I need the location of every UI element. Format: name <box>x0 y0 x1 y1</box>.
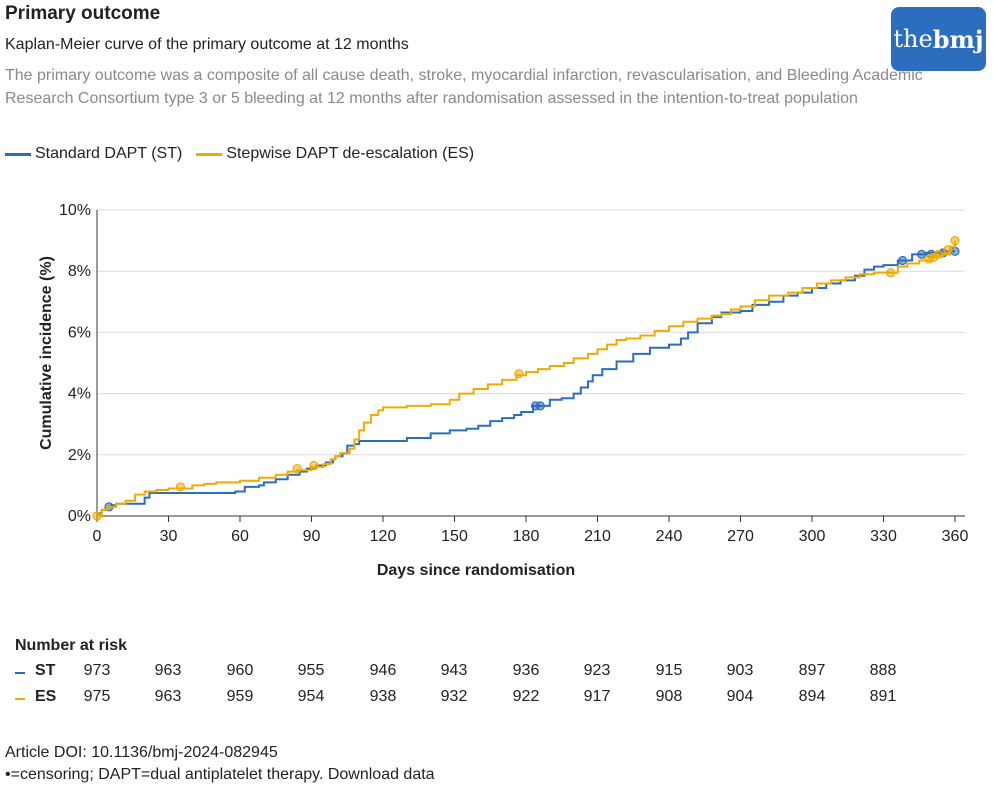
y-tick-label: 4% <box>68 386 91 403</box>
legend-swatch-es <box>196 152 223 156</box>
legend-label-st: Standard DAPT (ST) <box>35 145 183 162</box>
legend: Standard DAPT (ST) Stepwise DAPT de-esca… <box>5 145 488 163</box>
logo-text-bmj: bmj <box>932 24 984 54</box>
risk-cell: 903 <box>726 662 754 679</box>
risk-cell: 959 <box>226 688 254 705</box>
censor-marker-es <box>950 235 960 246</box>
risk-cell: 891 <box>869 688 897 705</box>
risk-cell: 963 <box>154 662 182 679</box>
risk-cell: 975 <box>83 688 111 705</box>
legend-item-es: Stepwise DAPT de-escalation (ES) <box>196 145 474 163</box>
risk-cell: 960 <box>226 662 254 679</box>
y-tick-label: 0% <box>68 508 91 525</box>
legend-swatch-st <box>5 152 31 156</box>
y-axis-title: Cumulative incidence (%) <box>38 256 55 450</box>
risk-cell: 915 <box>655 662 683 679</box>
risk-cell: 917 <box>583 688 611 705</box>
risk-cell: 946 <box>369 662 397 679</box>
x-axis-title: Days since randomisation <box>377 562 575 579</box>
legend-label-es: Stepwise DAPT de-escalation (ES) <box>226 145 475 162</box>
y-tick-label: 2% <box>68 447 91 464</box>
risk-cell: 932 <box>440 688 468 705</box>
risk-table-title: Number at risk <box>15 637 128 654</box>
x-tick-label: 240 <box>656 528 683 545</box>
series-line-es <box>97 240 956 517</box>
bmj-logo[interactable]: the bmj <box>891 7 986 71</box>
article-doi[interactable]: Article DOI: 10.1136/bmj-2024-082945 <box>5 744 278 761</box>
x-tick-label: 270 <box>727 528 754 545</box>
censor-marker-es <box>92 511 102 521</box>
chart-title: Primary outcome <box>5 3 161 24</box>
legend-item-st: Standard DAPT (ST) <box>5 145 182 163</box>
risk-cell: 904 <box>726 688 754 705</box>
risk-cell: 955 <box>297 662 325 679</box>
censor-marker-st <box>535 401 545 411</box>
risk-cell: 963 <box>154 688 182 705</box>
risk-row-es: ES 975 963 959 954 938 932 922 917 908 904 894 891 <box>0 688 994 710</box>
risk-cell: 922 <box>512 688 540 705</box>
risk-cell: 954 <box>297 688 325 705</box>
risk-cell: 908 <box>655 688 683 705</box>
logo-text-the: the <box>893 25 933 53</box>
x-tick-label: 180 <box>513 528 540 545</box>
x-tick-label: 0 <box>93 528 102 545</box>
risk-cell: 936 <box>512 662 540 679</box>
x-tick-label: 360 <box>942 528 969 545</box>
footnote: •=censoring; DAPT=dual antiplatelet ther… <box>5 766 435 783</box>
censor-marker-es <box>309 460 319 471</box>
x-tick-label: 30 <box>160 528 178 545</box>
risk-cell: 888 <box>869 662 897 679</box>
risk-cell: 897 <box>798 662 826 679</box>
censor-marker-st <box>897 255 908 266</box>
risk-row-marker <box>15 672 25 674</box>
censor-marker-st <box>917 249 927 259</box>
km-chart: 0% 2% 4% 6% 8% 10% 0 30 60 90 120 150 180 210 240 270 30… <box>38 202 969 579</box>
y-tick-label: 8% <box>68 263 91 280</box>
censor-marker-es <box>943 245 953 255</box>
chart-subtitle: Kaplan-Meier curve of the primary outcom… <box>5 36 409 53</box>
x-tick-label: 120 <box>370 528 397 545</box>
censor-marker-es <box>514 369 524 379</box>
censor-marker-es <box>886 268 896 278</box>
y-tick-label: 10% <box>59 202 91 219</box>
x-tick-label: 90 <box>303 528 321 545</box>
censor-marker-es <box>292 463 302 474</box>
risk-cell: 923 <box>583 662 611 679</box>
x-tick-label: 330 <box>870 528 897 545</box>
x-tick-label: 150 <box>441 528 468 545</box>
chart-description: The primary outcome was a composite of a… <box>5 67 923 107</box>
censor-marker-es <box>175 482 186 492</box>
x-tick-label: 300 <box>799 528 826 545</box>
y-tick-label: 6% <box>68 324 91 341</box>
series-line-st <box>97 250 955 517</box>
risk-cell: 938 <box>369 688 397 705</box>
risk-row-label: ES <box>35 688 57 705</box>
risk-cell: 894 <box>798 688 826 705</box>
censor-marker-es <box>933 249 943 259</box>
x-tick-label: 60 <box>231 528 249 545</box>
risk-row-label: ST <box>35 662 56 679</box>
risk-row-marker <box>15 698 25 700</box>
risk-row-st: ST 973 963 960 955 946 943 936 923 915 903 897 888 <box>0 662 994 684</box>
risk-cell: 973 <box>83 662 111 679</box>
risk-cell: 943 <box>440 662 468 679</box>
x-tick-label: 210 <box>584 528 611 545</box>
